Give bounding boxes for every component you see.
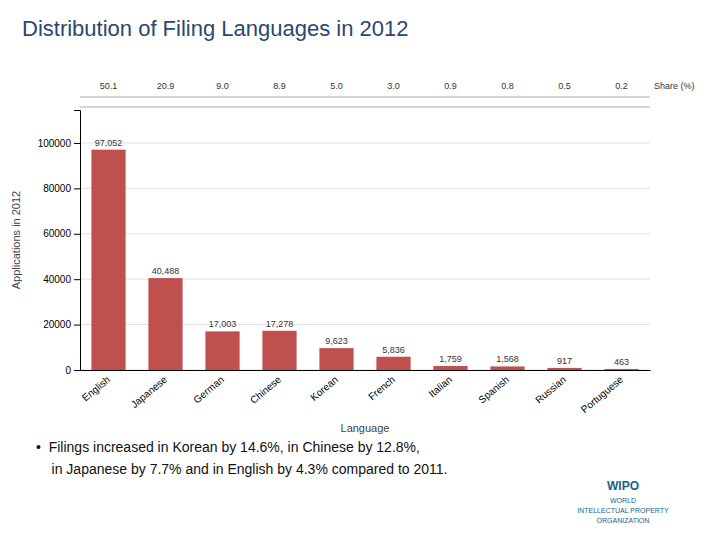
y-tick-mark: [74, 279, 80, 280]
share-label: 8.9: [273, 81, 286, 91]
x-tick-label: Chinese: [248, 374, 284, 406]
shares: 50.1 20.9 9.0 8.9 5.0 3.0 0.9 0.8 0.5 0.2: [100, 81, 628, 91]
bar: [91, 150, 125, 370]
bar: [604, 369, 638, 370]
x-tick: German: [191, 370, 226, 405]
x-axis-title: Language: [341, 422, 390, 434]
x-tick: Spanish: [476, 370, 511, 405]
share-separators: [80, 97, 650, 107]
y-tick: 40000: [43, 274, 80, 285]
share-label: 9.0: [216, 81, 229, 91]
bar: [205, 331, 239, 370]
y-axis: 0 20000 40000 60000 80000 100000: [38, 111, 81, 376]
annotation: • Filings increased in Korean by 14.6%, …: [36, 439, 420, 455]
share-row-title: Share (%): [654, 81, 695, 91]
y-tick-label: 100000: [38, 138, 72, 149]
chart: Distribution of Filing Languages in 2012…: [0, 0, 720, 540]
y-tick-label: 0: [65, 365, 71, 376]
data-label: 97,052: [95, 138, 123, 148]
share-label: 50.1: [100, 81, 118, 91]
x-tick-label: Italian: [427, 374, 455, 400]
data-label: 9,623: [325, 336, 348, 346]
bar: [262, 331, 296, 370]
y-tick-mark: [74, 234, 80, 235]
x-tick: Japanese: [129, 370, 170, 410]
x-tick: French: [366, 370, 397, 402]
x-tick-label: Japanese: [129, 374, 170, 411]
data-label: 5,836: [382, 345, 405, 355]
bar: [433, 366, 467, 370]
y-tick: 60000: [43, 228, 80, 239]
x-tick-label: French: [366, 374, 397, 402]
data-label: 463: [614, 357, 629, 367]
x-tick: English: [80, 370, 112, 403]
grid-line: [80, 188, 650, 189]
y-tick-label: 60000: [43, 228, 71, 239]
y-tick-label: 40000: [43, 274, 71, 285]
y-tick: 80000: [43, 183, 80, 194]
share-label: 3.0: [387, 81, 400, 91]
x-tick-label: English: [80, 374, 112, 404]
grid-line: [80, 142, 650, 143]
y-tick-label: 80000: [43, 183, 71, 194]
x-tick-label: Korean: [308, 374, 340, 403]
share-label: 0.5: [558, 81, 571, 91]
x-axis: English Japanese German Chinese Korean French…: [80, 370, 651, 415]
y-axis-line: [74, 111, 81, 371]
y-tick: 100000: [38, 138, 80, 149]
annotation: WIPO: [607, 479, 639, 493]
annotation: INTELLECTUAL PROPERTY: [577, 507, 669, 514]
annotation: ORGANIZATION: [597, 517, 650, 524]
share-label: 20.9: [157, 81, 175, 91]
y-tick: 0: [65, 365, 80, 376]
annotations: • Filings increased in Korean by 14.6%, …: [36, 439, 669, 524]
x-tick: Chinese: [248, 370, 284, 406]
share-label: 5.0: [330, 81, 343, 91]
bar: [148, 278, 182, 370]
data-label: 40,488: [152, 266, 180, 276]
separator-line: [80, 97, 650, 98]
grid: [80, 143, 650, 370]
data-label: 17,278: [266, 319, 294, 329]
bar: [490, 366, 524, 370]
y-axis-title: Applications in 2012: [10, 191, 22, 289]
annotation: in Japanese by 7.7% and in English by 4.…: [36, 461, 447, 477]
bar: [547, 368, 581, 370]
grid-line: [80, 233, 650, 234]
x-tick: Korean: [308, 370, 340, 403]
y-tick-mark: [74, 143, 80, 144]
share-label: 0.8: [501, 81, 514, 91]
data-label: 1,568: [496, 354, 519, 364]
x-tick: Italian: [427, 370, 455, 399]
share-label: 0.2: [615, 81, 628, 91]
x-tick: Russian: [533, 370, 568, 405]
x-tick-label: Portuguese: [579, 374, 626, 416]
bar: [319, 348, 353, 370]
y-tick-label: 20000: [43, 319, 71, 330]
bar: [376, 357, 410, 370]
x-tick-label: German: [191, 374, 226, 406]
data-label: 1,759: [439, 354, 462, 364]
x-tick-label: Spanish: [476, 374, 511, 406]
x-tick: Portuguese: [579, 370, 626, 415]
data-labels: 97,052 40,488 17,003 17,278 9,623 5,836 1,759 1…: [95, 138, 629, 367]
data-label: 17,003: [209, 319, 237, 329]
y-tick-mark: [74, 325, 80, 326]
share-label: 0.9: [444, 81, 457, 91]
bars: [91, 150, 638, 370]
plot: 97,052 40,488 17,003 17,278 9,623 5,836 1,759 1…: [38, 111, 651, 416]
y-tick-mark: [74, 370, 80, 371]
x-tick-label: Russian: [533, 374, 568, 406]
separator-line: [80, 107, 650, 108]
annotation: WORLD: [610, 497, 636, 504]
y-tick: 20000: [43, 319, 80, 330]
data-label: 917: [557, 356, 572, 366]
y-tick-mark: [74, 188, 80, 189]
x-axis-line: [81, 370, 651, 371]
title: Distribution of Filing Languages in 2012: [22, 16, 408, 41]
